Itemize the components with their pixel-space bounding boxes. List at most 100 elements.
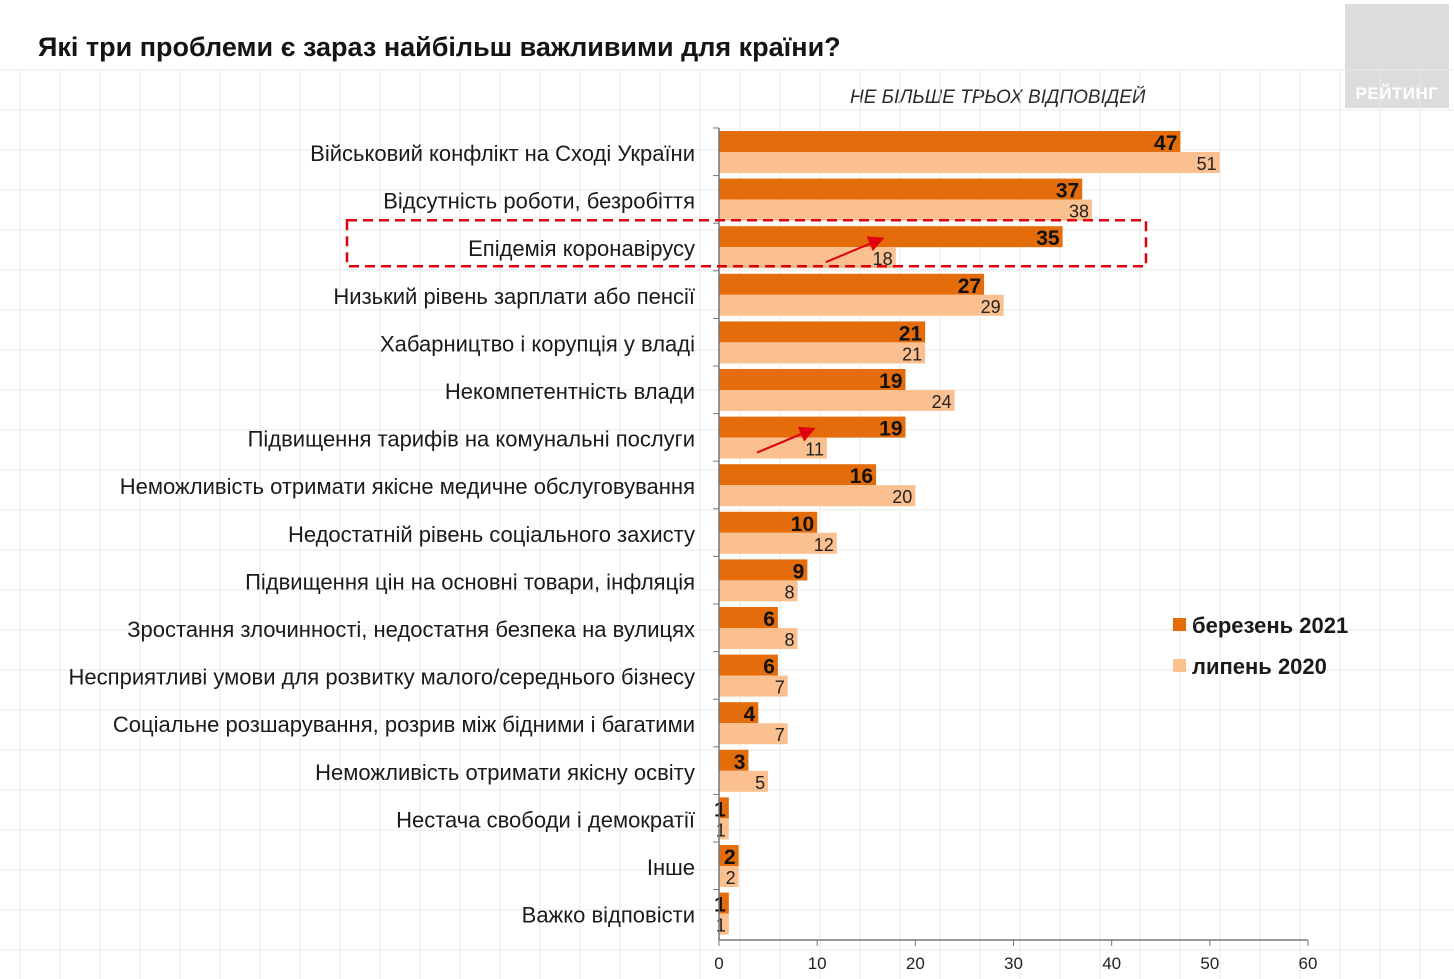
value-label-2020: 8	[785, 630, 795, 650]
bar-2021	[719, 178, 1083, 200]
value-label-2021: 37	[1056, 180, 1079, 203]
bar-2020	[719, 913, 729, 935]
category-label: Некомпетентність влади	[445, 379, 695, 404]
value-label-2020: 12	[814, 535, 834, 555]
x-tick-label: 10	[808, 954, 827, 973]
category-label: Нестача свободи і демократії	[396, 807, 695, 832]
bar-2021	[719, 464, 877, 486]
bar-2020	[719, 818, 729, 840]
category-label: Несприятливі умови для розвитку малого/с…	[69, 665, 695, 690]
bar-2020	[719, 390, 955, 411]
value-label-2021: 4	[744, 703, 756, 726]
value-label-2021: 16	[850, 465, 873, 488]
bar-2020	[719, 628, 798, 649]
bar-2021	[719, 369, 906, 390]
value-label-2020: 11	[805, 440, 824, 460]
category-label: Неможливість отримати якісну освіту	[315, 760, 695, 785]
value-label-2021: 47	[1154, 132, 1177, 155]
category-label: Хабарництво і корупція у владі	[380, 331, 695, 356]
grid-layer	[0, 69, 1454, 979]
x-tick-label: 60	[1299, 954, 1318, 973]
bar-2020	[719, 770, 769, 792]
legend-label: липень 2020	[1192, 654, 1327, 679]
bar-2021	[719, 654, 778, 676]
bars-layer	[719, 131, 1220, 935]
category-label: Недостатній рівень соціального захисту	[288, 522, 695, 547]
value-label-2020: 29	[981, 297, 1001, 317]
category-label: Інше	[647, 855, 695, 880]
bar-2021	[719, 273, 985, 295]
value-label-2021: 1	[714, 798, 726, 821]
bar-2021	[719, 131, 1181, 152]
category-label: Неможливість отримати якісне медичне обс…	[120, 474, 695, 499]
bar-2021	[719, 797, 729, 819]
increase-arrow	[825, 236, 885, 264]
bar-2021	[719, 416, 906, 438]
value-label-2020: 18	[873, 249, 893, 269]
value-label-2020: 7	[775, 725, 785, 745]
x-tick-label: 0	[714, 954, 723, 973]
bar-2020	[719, 342, 926, 364]
value-label-2020: 8	[785, 582, 795, 602]
legend-swatch	[1173, 618, 1186, 631]
bar-2021	[719, 892, 729, 914]
logo-text: РЕЙТИНГ	[1355, 84, 1439, 103]
value-label-2020: 7	[775, 678, 785, 698]
chart-title: Які три проблеми є зараз найбільш важлив…	[38, 32, 841, 62]
category-label: Епідемія коронавірусу	[468, 236, 695, 261]
x-tick-label: 50	[1200, 954, 1219, 973]
bar-2020	[719, 675, 788, 697]
bar-2021	[719, 226, 1063, 248]
value-label-2020: 20	[892, 487, 912, 507]
x-tick-label: 30	[1004, 954, 1023, 973]
chart-subtitle: НЕ БІЛЬШЕ ТРЬОХ ВІДПОВІДЕЙ	[850, 87, 1146, 108]
legend-label: березень 2021	[1192, 613, 1348, 638]
bar-2021	[719, 511, 818, 533]
bar-2020	[719, 580, 798, 602]
value-label-2021: 9	[793, 560, 805, 583]
bar-2021	[719, 559, 808, 581]
legend-swatch	[1173, 659, 1186, 672]
value-label-2021: 27	[958, 275, 981, 298]
increase-arrow	[756, 426, 816, 454]
bar-2020	[719, 532, 837, 554]
bar-2021	[719, 321, 926, 343]
category-label: Підвищення тарифів на комунальні послуги	[248, 427, 695, 452]
bar-2021	[719, 845, 739, 866]
category-label: Відсутність роботи, безробіття	[383, 189, 695, 214]
bar-2020	[719, 152, 1220, 173]
value-label-2021: 6	[763, 608, 775, 631]
category-label: Низький рівень зарплати або пенсії	[333, 284, 695, 309]
value-label-2021: 6	[763, 656, 775, 679]
category-label: Важко відповісти	[522, 903, 695, 928]
overlay-layer	[345, 218, 1148, 454]
value-label-2020: 24	[932, 392, 952, 412]
value-label-2020: 2	[726, 868, 736, 888]
x-tick-label: 20	[906, 954, 925, 973]
value-label-2021: 19	[879, 370, 902, 393]
value-label-2021: 21	[899, 322, 923, 345]
highlight-box	[345, 218, 1148, 268]
value-label-2021: 35	[1036, 227, 1060, 250]
bar-2020	[719, 199, 1093, 221]
value-label-2020: 38	[1069, 202, 1089, 222]
value-label-2020: 1	[716, 916, 726, 936]
value-label-2021: 19	[879, 418, 902, 441]
category-label: Підвищення цін на основні товари, інфляц…	[245, 569, 695, 594]
bar-2020	[719, 485, 916, 507]
bar-2021	[719, 749, 749, 771]
value-label-2021: 2	[724, 846, 736, 869]
value-label-2021: 10	[791, 513, 814, 536]
bar-2020	[719, 866, 739, 887]
axis-layer: 0 10 20 30 40 50 60	[713, 127, 1318, 973]
bar-2021	[719, 702, 759, 724]
bar-2020	[719, 723, 788, 745]
x-tick-label: 40	[1102, 954, 1121, 973]
value-label-2020: 21	[902, 344, 922, 364]
bar-2020	[719, 294, 1004, 316]
category-label: Соціальне розшарування, розрив між бідни…	[113, 712, 695, 737]
category-label: Військовий конфлікт на Сході України	[310, 141, 695, 166]
bar-2020	[719, 437, 827, 459]
